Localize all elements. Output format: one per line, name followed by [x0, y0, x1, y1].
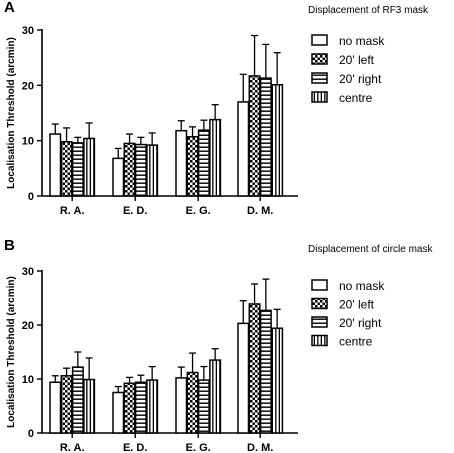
bar: [197, 379, 210, 434]
bar: [237, 101, 250, 197]
y-tick-label: 20: [22, 80, 34, 92]
chart-panel-b: B Displacement of circle mask Localisation…: [4, 237, 433, 453]
chart-title: Displacement of circle mask: [308, 244, 433, 255]
bar: [49, 381, 62, 434]
legend-label: centre: [339, 91, 373, 105]
bar: [237, 322, 250, 434]
x-tick-label: D. M.: [247, 205, 273, 217]
legend-label: no mask: [339, 34, 385, 48]
bar: [197, 129, 210, 197]
y-tick-label: 0: [28, 191, 34, 203]
legend-swatch: [311, 34, 328, 46]
bar: [186, 136, 199, 197]
bar: [134, 381, 147, 434]
bar: [209, 118, 222, 197]
bar: [83, 378, 96, 434]
legend-swatch: [311, 316, 328, 328]
bar: [248, 303, 261, 434]
x-tick-label: E. D.: [123, 205, 147, 217]
legend-label: 20' left: [339, 298, 375, 312]
legend-swatch: [311, 72, 328, 84]
panel-label: A: [4, 0, 15, 16]
bar: [71, 366, 84, 434]
y-tick-label: 0: [28, 428, 34, 440]
bar: [83, 137, 96, 197]
legend-swatch: [311, 53, 328, 65]
bar: [175, 377, 188, 434]
legend-label: 20' left: [339, 53, 375, 67]
bar: [134, 143, 147, 197]
y-tick-label: 30: [22, 266, 34, 278]
chart-title: Displacement of RF3 mask: [308, 5, 429, 16]
bar: [123, 382, 136, 434]
legend-label: centre: [339, 335, 373, 349]
x-tick-label: D. M.: [247, 442, 273, 453]
y-tick-label: 20: [22, 320, 34, 332]
legend-swatch: [311, 334, 328, 347]
bar: [248, 75, 261, 197]
bar: [49, 133, 62, 197]
y-tick-label: 10: [22, 374, 34, 386]
x-tick-label: E. G.: [186, 205, 211, 217]
panel-label: B: [4, 237, 15, 254]
bar: [112, 391, 125, 434]
y-tick-label: 30: [22, 25, 34, 37]
bar: [271, 84, 284, 197]
bar: [123, 142, 136, 197]
legend-swatch: [311, 91, 328, 103]
bar: [71, 142, 84, 197]
bar: [60, 141, 73, 197]
legend-label: 20' right: [339, 316, 382, 330]
legend-label: no mask: [339, 279, 385, 293]
x-tick-label: E. G.: [186, 442, 211, 453]
x-tick-label: R. A.: [60, 205, 85, 217]
x-tick-label: R. A.: [60, 442, 85, 453]
bar: [60, 375, 73, 434]
legend-label: 20' right: [339, 72, 382, 86]
y-axis-label: Localisation Threshold (arcmin): [6, 37, 17, 189]
y-axis-label: Localisation Threshold (arcmin): [6, 276, 17, 428]
x-tick-label: E. D.: [123, 442, 147, 453]
bar: [271, 327, 284, 434]
bar: [209, 359, 222, 434]
legend-swatch: [311, 297, 328, 310]
legend-swatch: [311, 279, 328, 291]
bar: [186, 371, 199, 434]
y-tick-label: 10: [22, 136, 34, 148]
bar: [259, 77, 272, 197]
bar: [175, 129, 188, 197]
bar: [146, 379, 159, 434]
bar: [259, 309, 272, 434]
bar: [146, 144, 159, 197]
chart-panel-a: A Displacement of RF3 mask Localisation Th…: [4, 0, 429, 217]
bar: [112, 157, 125, 197]
